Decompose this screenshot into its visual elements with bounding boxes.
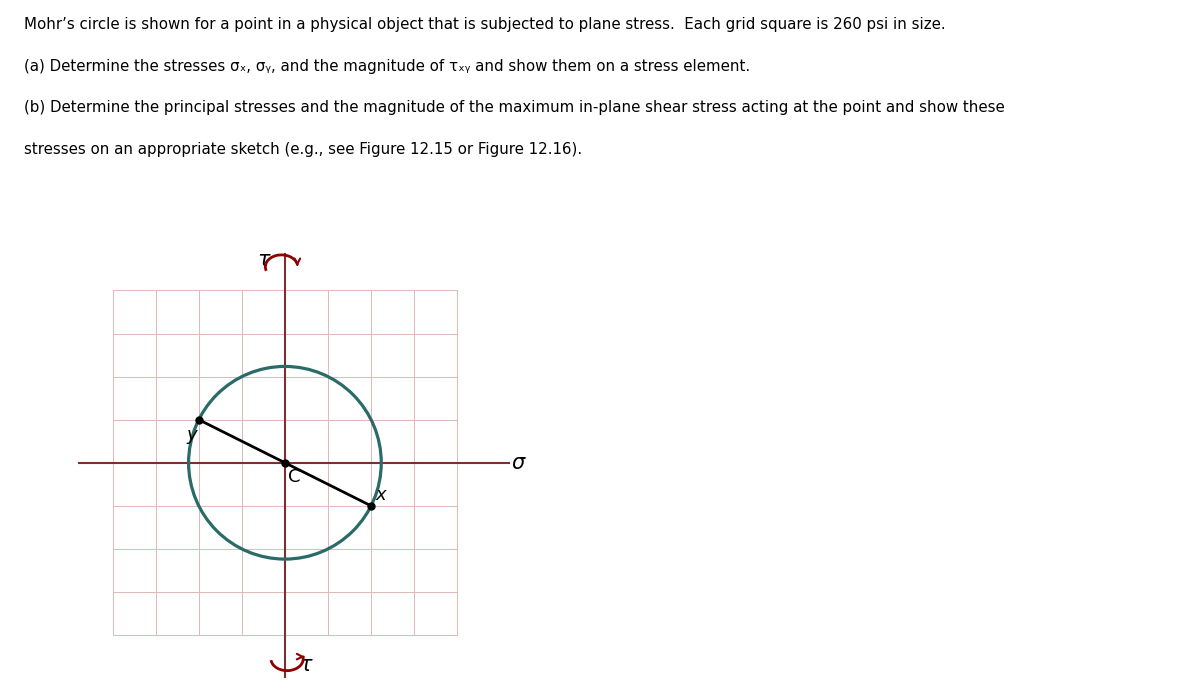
Text: y: y [186, 426, 197, 444]
Text: (a) Determine the stresses σₓ, σᵧ, and the magnitude of τₓᵧ and show them on a s: (a) Determine the stresses σₓ, σᵧ, and t… [24, 59, 750, 74]
Text: Mohr’s circle is shown for a point in a physical object that is subjected to pla: Mohr’s circle is shown for a point in a … [24, 17, 946, 33]
Text: x: x [376, 486, 386, 504]
Text: σ: σ [511, 453, 524, 473]
Text: τ: τ [299, 655, 312, 675]
Text: stresses on an appropriate sketch (e.g., see Figure 12.15 or Figure 12.16).: stresses on an appropriate sketch (e.g.,… [24, 142, 582, 157]
Text: (b) Determine the principal stresses and the magnitude of the maximum in-plane s: (b) Determine the principal stresses and… [24, 100, 1004, 116]
Text: C: C [288, 468, 301, 486]
Text: τ: τ [257, 251, 270, 271]
